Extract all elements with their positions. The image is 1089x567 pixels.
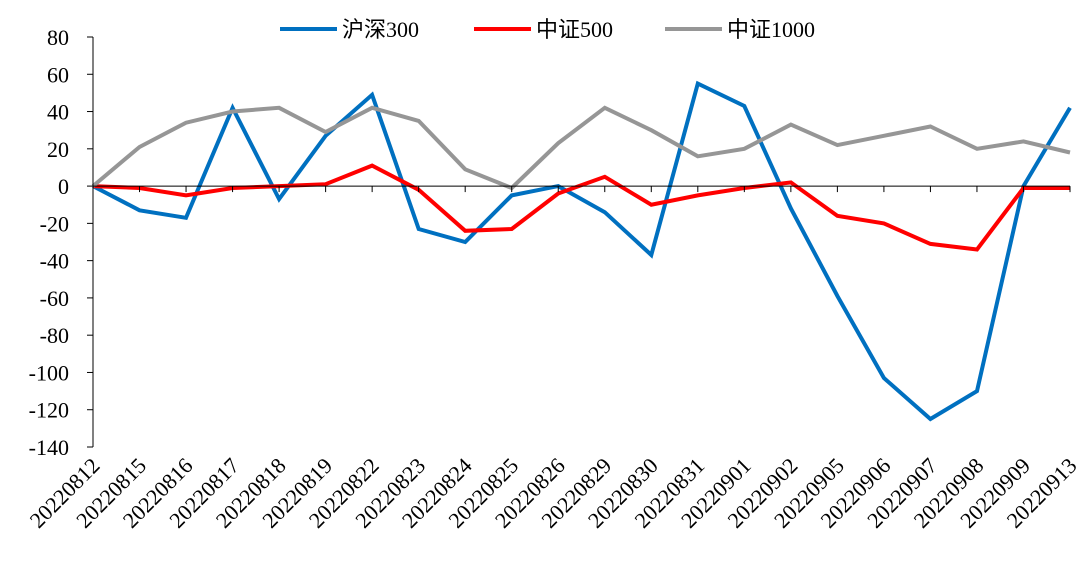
y-tick-label: 40 (47, 100, 69, 125)
y-tick-label: -60 (40, 286, 69, 311)
y-tick-label: 20 (47, 137, 69, 162)
y-tick-label: -140 (29, 435, 69, 460)
y-tick-label: -80 (40, 323, 69, 348)
y-tick-label: 0 (58, 174, 69, 199)
y-tick-label: -100 (29, 360, 69, 385)
y-tick-label: -20 (40, 211, 69, 236)
legend: 沪深300 中证500 中证1000 (280, 17, 815, 42)
y-tick-label: 60 (47, 62, 69, 87)
series-line-2 (91, 105, 1071, 191)
series-line-0 (92, 80, 1072, 422)
axes (87, 36, 1071, 448)
legend-label: 沪深300 (342, 17, 419, 42)
y-tick-label: 80 (47, 25, 69, 50)
legend-label: 中证1000 (727, 17, 815, 42)
y-tick-label: -120 (29, 398, 69, 423)
series-line-1 (92, 163, 1070, 252)
y-tick-label: -40 (40, 249, 69, 274)
series-layer (91, 80, 1072, 422)
y-tick-labels: 80 60 40 20 0 -20 -40 -60 -80 -100 -120 -140 (29, 25, 69, 460)
x-tick-labels: 2022081220220815202208162022081720220818… (25, 453, 1082, 533)
legend-label: 中证500 (536, 17, 613, 42)
